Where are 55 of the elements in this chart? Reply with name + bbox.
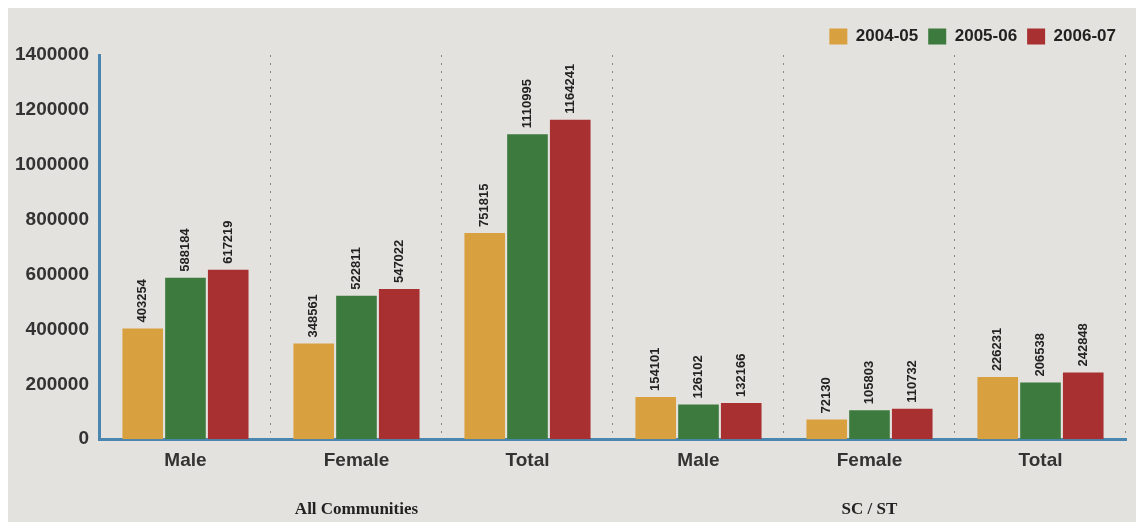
data-label: 126102 <box>690 355 706 399</box>
bar <box>464 232 506 440</box>
data-label: 206538 <box>1032 333 1048 377</box>
y-tick-label: 800000 <box>25 207 89 229</box>
x-tick-label: Female <box>836 448 903 470</box>
bar <box>122 328 164 440</box>
bar <box>507 134 548 440</box>
y-tick-label: 400000 <box>25 317 89 339</box>
bar <box>293 343 335 440</box>
text: SC / ST <box>841 499 899 518</box>
data-label: 348561 <box>305 294 321 338</box>
y-tick-label: 1400000 <box>15 43 89 65</box>
data-label: 617219 <box>219 220 235 264</box>
data-label: 1164241 <box>561 63 577 114</box>
data-label: 110732 <box>903 360 919 403</box>
x-tick-label: Total <box>505 448 550 470</box>
x-tick-label: Female <box>323 448 390 470</box>
text: All Communities <box>294 499 419 518</box>
bar <box>549 119 591 440</box>
y-tick-label: 1200000 <box>15 98 89 120</box>
data-label: 132166 <box>732 353 748 397</box>
bar <box>336 295 377 440</box>
bar <box>207 269 249 440</box>
data-label: 522811 <box>348 247 364 290</box>
data-label: 242848 <box>1074 323 1090 367</box>
bar <box>806 419 848 440</box>
legend-label: 2004-05 <box>855 26 919 46</box>
data-label: 154101 <box>647 347 663 391</box>
bar <box>1020 382 1061 440</box>
x-tick-label: Male <box>164 448 207 470</box>
data-label: 226231 <box>989 327 1005 372</box>
legend-label: 2005-06 <box>954 26 1018 46</box>
data-label: 105803 <box>861 360 877 405</box>
bar <box>849 410 890 440</box>
y-tick-label: 600000 <box>25 262 89 284</box>
bar <box>977 377 1019 440</box>
bar <box>378 289 420 440</box>
bar <box>635 396 677 440</box>
y-tick-label: 1000000 <box>15 153 89 175</box>
y-tick-label: 200000 <box>25 372 89 394</box>
data-label: 588184 <box>177 227 193 272</box>
bar <box>165 277 206 440</box>
legend-label: 2006-07 <box>1053 26 1116 46</box>
bar <box>678 404 719 440</box>
y-tick-label: 0 <box>78 427 89 449</box>
data-label: 751815 <box>476 183 492 227</box>
x-tick-label: Total <box>1018 448 1063 470</box>
data-label: 1110995 <box>519 79 535 129</box>
bar <box>720 402 762 440</box>
bar <box>891 408 933 440</box>
data-label: 72130 <box>818 377 834 414</box>
x-tick-label: Male <box>677 448 720 470</box>
bar <box>1062 372 1104 440</box>
data-label: 403254 <box>134 278 150 323</box>
data-label: 547022 <box>390 239 406 284</box>
